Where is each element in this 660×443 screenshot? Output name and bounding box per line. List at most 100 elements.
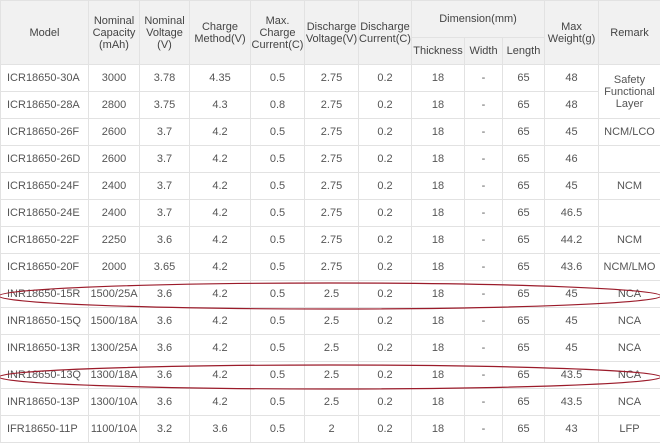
cell-thickness: 18: [411, 334, 465, 362]
cell-voltage: 3.65: [139, 253, 190, 281]
cell-max-charge-current: 0.5: [250, 307, 305, 335]
header-max-charge-current: Max. Charge Current(C): [250, 0, 305, 65]
cell-max-charge-current: 0.5: [250, 388, 305, 416]
header-voltage: Nominal Voltage (V): [139, 0, 190, 65]
cell-length: 65: [501, 199, 546, 227]
cell-discharge-voltage: 2.5: [304, 280, 359, 308]
cell-voltage: 3.6: [139, 388, 190, 416]
cell-width: -: [464, 172, 503, 200]
cell-voltage: 3.75: [139, 91, 190, 119]
cell-thickness: 18: [411, 91, 465, 119]
header-dimension: Dimension(mm): [410, 0, 546, 38]
cell-width: -: [464, 64, 503, 92]
cell-capacity: 1500/25A: [88, 280, 140, 308]
cell-length: 65: [501, 307, 546, 335]
cell-discharge-current: 0.2: [358, 64, 412, 92]
cell-max-charge-current: 0.5: [250, 253, 305, 281]
cell-discharge-current: 0.2: [358, 253, 412, 281]
cell-voltage: 3.6: [139, 361, 190, 389]
cell-capacity: 1500/18A: [88, 307, 140, 335]
cell-width: -: [464, 253, 503, 281]
cell-charge-method: 4.2: [189, 361, 251, 389]
cell-discharge-voltage: 2.75: [304, 172, 359, 200]
cell-voltage: 3.7: [139, 172, 190, 200]
cell-max-weight: 45: [544, 118, 600, 146]
table-row: ICR18650-28A 2800 3.75 4.3 0.8 2.75 0.2 18-65 48: [0, 91, 660, 119]
cell-voltage: 3.7: [139, 145, 190, 173]
cell-voltage: 3.7: [139, 199, 190, 227]
table-row: ICR18650-26D 2600 3.7 4.2 0.5 2.75 0.2 18-65 46: [0, 145, 660, 173]
cell-discharge-current: 0.2: [358, 226, 412, 254]
cell-capacity: 1300/25A: [88, 334, 140, 362]
cell-model: ICR18650-30A: [0, 64, 89, 92]
cell-width: -: [464, 334, 503, 362]
table-row: INR18650-13Q 1300/18A 3.6 4.2 0.5 2.5 0.2 18-65…: [0, 361, 660, 389]
cell-remark: NCM/LCO: [598, 118, 660, 146]
header-model: Model: [0, 0, 89, 65]
cell-max-weight: 48: [544, 91, 600, 119]
cell-thickness: 18: [411, 172, 465, 200]
cell-thickness: 18: [411, 253, 465, 281]
cell-remark: NCA: [598, 361, 660, 389]
header-max-weight: Max Weight(g): [544, 0, 600, 65]
cell-thickness: 18: [411, 361, 465, 389]
cell-model: ICR18650-24F: [0, 172, 89, 200]
cell-max-weight: 48: [544, 64, 600, 92]
cell-voltage: 3.6: [139, 280, 190, 308]
cell-voltage: 3.6: [139, 226, 190, 254]
cell-thickness: 18: [411, 226, 465, 254]
cell-length: 65: [501, 226, 546, 254]
cell-discharge-current: 0.2: [358, 415, 412, 443]
cell-capacity: 1100/10A: [88, 415, 140, 443]
cell-discharge-voltage: 2.75: [304, 226, 359, 254]
cell-capacity: 2400: [88, 199, 140, 227]
cell-width: -: [464, 118, 503, 146]
cell-max-charge-current: 0.5: [250, 118, 305, 146]
cell-max-weight: 45: [544, 334, 600, 362]
cell-model: ICR18650-20F: [0, 253, 89, 281]
cell-model: INR18650-13R: [0, 334, 89, 362]
cell-remark: NCA: [598, 334, 660, 362]
cell-width: -: [464, 415, 503, 443]
cell-capacity: 2600: [88, 118, 140, 146]
cell-max-weight: 45: [544, 172, 600, 200]
cell-voltage: 3.6: [139, 307, 190, 335]
cell-model: ICR18650-24E: [0, 199, 89, 227]
cell-capacity: 2400: [88, 172, 140, 200]
cell-charge-method: 4.2: [189, 172, 251, 200]
cell-remark: NCA: [598, 280, 660, 308]
cell-discharge-voltage: 2.75: [304, 253, 359, 281]
cell-max-weight: 43: [544, 415, 600, 443]
cell-remark: [598, 145, 660, 173]
cell-capacity: 2000: [88, 253, 140, 281]
cell-remark: NCA: [598, 388, 660, 416]
cell-length: 65: [501, 64, 546, 92]
cell-max-charge-current: 0.5: [250, 334, 305, 362]
cell-length: 65: [501, 145, 546, 173]
cell-thickness: 18: [411, 64, 465, 92]
cell-remark: NCA: [598, 307, 660, 335]
table-row: ICR18650-30A 3000 3.78 4.35 0.5 2.75 0.2 18-65 4…: [0, 64, 660, 119]
cell-thickness: 18: [411, 145, 465, 173]
cell-discharge-current: 0.2: [358, 388, 412, 416]
cell-length: 65: [501, 253, 546, 281]
cell-length: 65: [501, 334, 546, 362]
cell-max-charge-current: 0.8: [250, 91, 305, 119]
cell-discharge-voltage: 2.75: [304, 199, 359, 227]
header-length: Length: [501, 37, 546, 65]
header-charge-method: Charge Method(V): [189, 0, 251, 65]
cell-discharge-current: 0.2: [358, 361, 412, 389]
cell-max-charge-current: 0.5: [250, 172, 305, 200]
cell-voltage: 3.7: [139, 118, 190, 146]
table-row: INR18650-13P 1300/10A 3.6 4.2 0.5 2.5 0.2 18-65…: [0, 388, 660, 416]
cell-max-charge-current: 0.5: [250, 280, 305, 308]
cell-charge-method: 4.2: [189, 388, 251, 416]
cell-discharge-voltage: 2.5: [304, 334, 359, 362]
cell-max-charge-current: 0.5: [250, 226, 305, 254]
table-row: ICR18650-20F 2000 3.65 4.2 0.5 2.75 0.2 18-65 43…: [0, 253, 660, 281]
cell-max-charge-current: 0.5: [250, 415, 305, 443]
cell-discharge-voltage: 2.75: [304, 64, 359, 92]
cell-length: 65: [501, 280, 546, 308]
cell-length: 65: [501, 172, 546, 200]
